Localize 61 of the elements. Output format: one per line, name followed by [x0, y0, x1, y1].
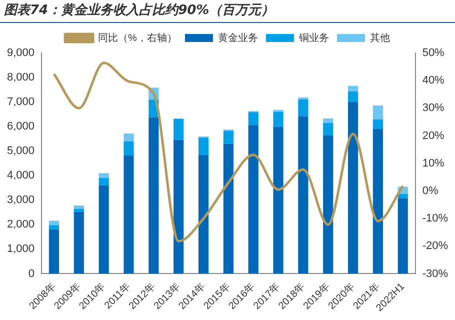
bar — [198, 138, 209, 155]
bar — [98, 178, 109, 186]
y2-tick-label: 50% — [422, 47, 445, 60]
bar — [372, 105, 383, 120]
bar — [323, 122, 334, 136]
bar — [298, 99, 308, 116]
y-tick-label: 9,000 — [6, 47, 35, 60]
bar — [124, 141, 134, 156]
bar — [298, 116, 308, 274]
y-tick-label: 3,000 — [6, 194, 35, 206]
bar — [348, 86, 358, 92]
bar — [273, 126, 284, 274]
bar — [74, 212, 84, 274]
bar — [348, 92, 358, 102]
y-tick-label: 5,000 — [6, 145, 35, 158]
bar — [348, 102, 358, 274]
y2-tick-label: -10% — [422, 212, 448, 225]
bar — [398, 194, 408, 198]
bar — [48, 225, 60, 230]
bar — [398, 198, 408, 274]
bar — [124, 133, 134, 142]
y-tick-label: 1,000 — [6, 243, 35, 256]
y2-tick-label: 0% — [422, 184, 438, 197]
bar — [74, 206, 84, 209]
y-tick-label: 8,000 — [6, 72, 35, 84]
legend-label: 黄金业务 — [218, 32, 258, 44]
bar — [223, 130, 234, 144]
y2-tick-label: -30% — [422, 268, 448, 280]
bar — [74, 208, 84, 212]
y-tick-label: 4,000 — [6, 170, 35, 182]
y2-tick-label: 20% — [422, 130, 445, 142]
bar — [98, 185, 109, 274]
bar — [323, 118, 334, 123]
y-tick-label: 2,000 — [6, 218, 35, 231]
line-series — [52, 62, 404, 242]
legend-label: 同比（%，右轴） — [98, 32, 177, 44]
bar — [372, 119, 383, 130]
bar — [98, 173, 109, 178]
y2-tick-label: 10% — [422, 157, 445, 170]
bar — [372, 129, 383, 274]
y-tick-label: 7,000 — [6, 96, 35, 108]
bar — [174, 140, 184, 274]
y2-tick-label: 40% — [422, 74, 445, 87]
y-tick-label: 0 — [28, 268, 35, 280]
chart-title: 图表74：黄金业务收入占比约90%（百万元） — [0, 0, 455, 23]
legend-label: 其他 — [370, 32, 390, 44]
bar — [248, 125, 258, 274]
bar — [48, 220, 60, 226]
y-tick-label: 6,000 — [6, 120, 35, 133]
bar — [198, 154, 209, 274]
y2-tick-label: -20% — [422, 240, 448, 252]
bar — [48, 229, 60, 274]
bar — [248, 112, 258, 126]
bar — [124, 156, 134, 274]
y2-tick-label: 30% — [422, 102, 445, 114]
legend-label: 铜业务 — [298, 32, 329, 44]
bar — [223, 144, 234, 274]
bar — [323, 135, 334, 274]
bar — [148, 117, 159, 274]
bar — [273, 112, 284, 127]
bar — [174, 118, 184, 140]
